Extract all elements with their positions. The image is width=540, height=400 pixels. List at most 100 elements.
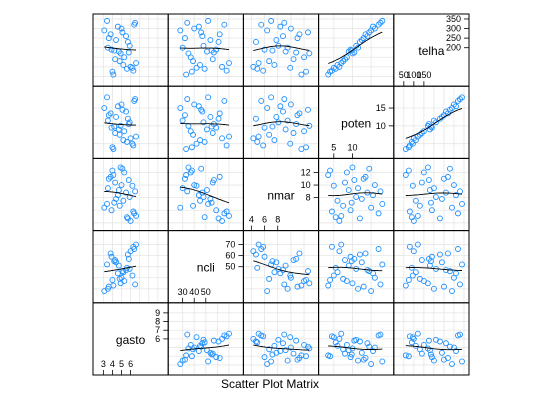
point-ncli-vs-nmar-0	[271, 269, 278, 276]
diagonal-tick-label-high-ncli-1: 60	[225, 251, 235, 261]
point-gasto-vs-ncli-21	[223, 333, 230, 340]
point-nmar-vs-ncli-17	[219, 217, 225, 224]
point-gasto-vs-ncli-19	[187, 342, 194, 348]
point-nmar-vs-telha-10	[424, 164, 431, 171]
point-telha-vs-gasto-4	[109, 68, 116, 75]
point-ncli-vs-telha-6	[449, 288, 455, 295]
point-poten-vs-ncli-18	[207, 113, 214, 120]
point-poten-vs-gasto-21	[130, 142, 137, 149]
point-ncli-vs-poten-27	[377, 281, 384, 288]
point-ncli-vs-nmar-20	[284, 285, 291, 292]
point-gasto-vs-poten-6	[368, 361, 375, 368]
diagonal-tick-label-low-telha-1: 100	[406, 70, 421, 80]
point-telha-vs-gasto-0	[120, 62, 127, 68]
point-nmar-vs-poten-19	[343, 169, 350, 176]
point-ncli-vs-telha-9	[409, 272, 416, 279]
point-poten-vs-nmar-11	[268, 94, 275, 101]
point-nmar-vs-telha-14	[402, 172, 409, 178]
point-nmar-vs-telha-26	[408, 214, 415, 221]
point-ncli-vs-telha-3	[455, 246, 461, 252]
point-telha-vs-nmar-20	[284, 44, 291, 51]
point-telha-vs-nmar-14	[298, 71, 305, 78]
point-ncli-vs-gasto-24	[116, 275, 123, 282]
point-nmar-vs-ncli-28	[208, 199, 215, 206]
point-nmar-vs-telha-25	[444, 173, 451, 180]
diagonal-tick-label-high-poten-1: 15	[376, 103, 386, 113]
point-nmar-vs-poten-10	[349, 164, 356, 171]
smooth-line-telha-vs-poten	[328, 31, 383, 64]
point-ncli-vs-telha-12	[414, 241, 421, 248]
point-nmar-vs-gasto-6	[101, 204, 108, 211]
point-poten-vs-ncli-6	[177, 105, 184, 111]
point-nmar-vs-poten-11	[379, 200, 386, 207]
point-poten-vs-gasto-23	[125, 121, 132, 128]
point-nmar-vs-ncli-24	[190, 202, 197, 209]
point-telha-vs-ncli-4	[188, 68, 195, 75]
smooth-line-telha-vs-gasto	[104, 46, 136, 51]
panel-border-4-4	[393, 13, 470, 87]
point-ncli-vs-gasto-21	[130, 243, 137, 250]
point-telha-vs-ncli-26	[201, 65, 208, 72]
point-nmar-vs-telha-0	[412, 197, 419, 204]
point-poten-vs-nmar-16	[287, 101, 294, 108]
point-gasto-vs-ncli-17	[219, 335, 225, 342]
point-nmar-vs-telha-8	[436, 215, 443, 222]
point-gasto-vs-poten-12	[338, 330, 345, 337]
point-nmar-vs-telha-11	[459, 200, 465, 207]
point-gasto-vs-poten-14	[325, 352, 332, 359]
point-poten-vs-ncli-11	[205, 94, 212, 101]
point-telha-vs-ncli-27	[184, 19, 191, 26]
point-ncli-vs-poten-10	[349, 280, 356, 287]
point-nmar-vs-gasto-20	[104, 185, 111, 192]
point-poten-vs-nmar-5	[275, 119, 282, 126]
point-gasto-vs-ncli-11	[205, 358, 212, 365]
point-gasto-vs-telha-18	[438, 349, 445, 356]
point-ncli-vs-telha-21	[406, 243, 413, 250]
point-telha-vs-gasto-27	[132, 19, 139, 26]
point-ncli-vs-gasto-11	[104, 261, 110, 268]
point-nmar-vs-ncli-21	[223, 208, 230, 215]
diagonal-tick-label-high-telha-1: 250	[446, 33, 461, 43]
point-poten-vs-ncli-7	[209, 130, 216, 136]
point-gasto-vs-nmar-7	[290, 350, 297, 357]
point-gasto-vs-nmar-6	[264, 361, 271, 368]
point-poten-vs-ncli-27	[184, 96, 191, 103]
point-nmar-vs-gasto-1	[105, 175, 112, 182]
point-poten-vs-gasto-11	[104, 94, 110, 101]
point-ncli-vs-nmar-22	[277, 270, 284, 277]
smooth-line-nmar-vs-poten	[328, 192, 383, 197]
point-nmar-vs-poten-27	[377, 188, 384, 195]
point-nmar-vs-poten-12	[338, 212, 345, 219]
point-ncli-vs-telha-29	[447, 268, 453, 275]
diagonal-tick-label-low-ncli-2: 50	[201, 287, 211, 297]
point-nmar-vs-telha-28	[427, 199, 434, 206]
point-ncli-vs-nmar-17	[250, 248, 257, 255]
point-nmar-vs-poten-1	[360, 175, 367, 182]
point-telha-vs-nmar-4	[303, 68, 309, 75]
point-ncli-vs-poten-17	[336, 248, 343, 255]
point-ncli-vs-gasto-9	[129, 272, 136, 279]
point-telha-vs-ncli-12	[226, 60, 232, 66]
smooth-line-gasto-vs-nmar	[253, 344, 310, 351]
diagonal-tick-label-low-gasto-0: 3	[101, 359, 106, 369]
smooth-line-nmar-vs-telha	[405, 192, 463, 196]
point-gasto-vs-poten-19	[343, 342, 350, 348]
smooth-line-nmar-vs-gasto	[104, 190, 137, 198]
diagonal-tick-label-high-telha-0: 200	[446, 43, 461, 53]
point-ncli-vs-telha-7	[418, 257, 425, 264]
point-ncli-vs-poten-21	[328, 243, 335, 250]
point-poten-vs-ncli-2	[204, 126, 210, 133]
point-gasto-vs-nmar-21	[260, 333, 267, 340]
smooth-line-ncli-vs-telha	[405, 267, 462, 271]
point-poten-vs-ncli-1	[181, 112, 188, 119]
point-ncli-vs-nmar-27	[281, 281, 288, 288]
point-nmar-vs-poten-3	[375, 210, 382, 217]
point-telha-vs-nmar-25	[296, 31, 303, 38]
point-ncli-vs-gasto-25	[107, 250, 114, 257]
point-gasto-vs-nmar-16	[287, 344, 294, 351]
point-telha-vs-ncli-29	[198, 29, 205, 36]
diagonal-tick-label-high-nmar-1: 10	[301, 180, 311, 190]
point-poten-vs-gasto-8	[124, 115, 131, 122]
point-telha-vs-ncli-0	[197, 62, 203, 68]
point-telha-vs-nmar-7	[290, 56, 297, 63]
